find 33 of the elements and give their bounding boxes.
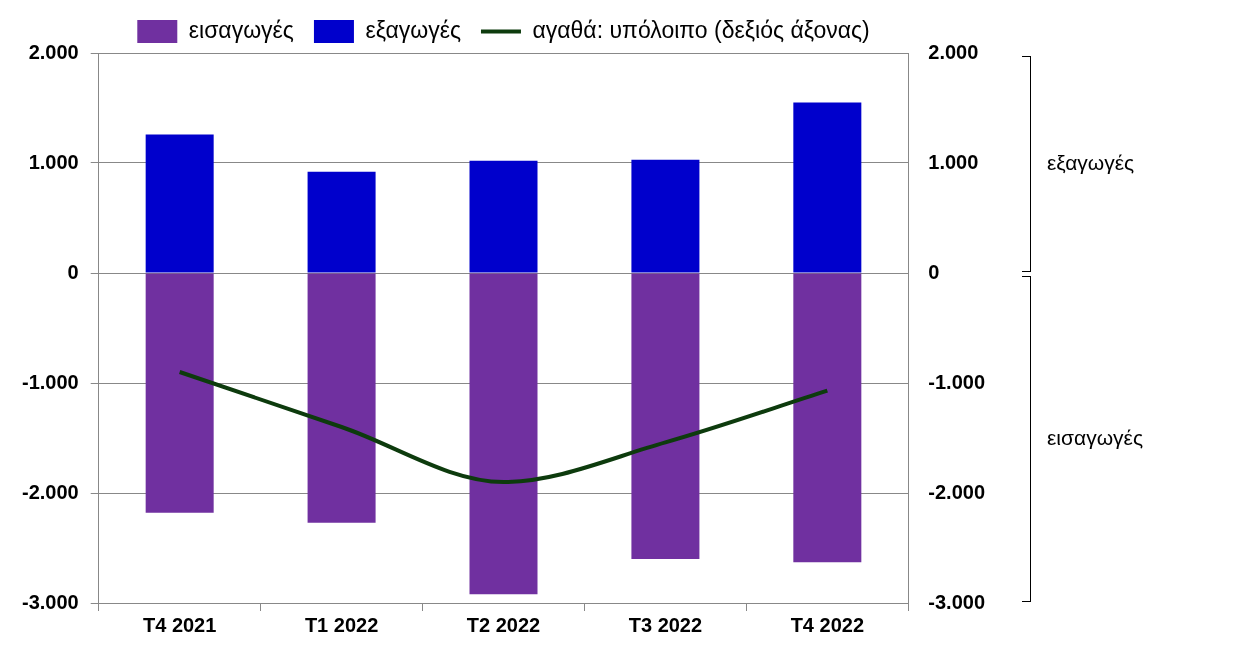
x-tick-label: T4 2022 bbox=[790, 613, 865, 636]
bar bbox=[145, 273, 214, 513]
y-tick-label: 0 bbox=[928, 260, 940, 283]
y-tick-label: 2.000 bbox=[928, 40, 979, 63]
x-tick-label: T3 2022 bbox=[628, 613, 703, 636]
x-tick-label: T4 2021 bbox=[142, 613, 217, 636]
y-tick-label: -2.000 bbox=[928, 480, 986, 503]
y2-tick-label: 2.000 bbox=[28, 40, 79, 63]
text: εξαγωγές bbox=[1047, 151, 1135, 175]
bar bbox=[631, 159, 700, 273]
bar bbox=[793, 102, 862, 273]
y-tick-label: 1.000 bbox=[928, 150, 979, 173]
y2-tick-label: -1.000 bbox=[21, 370, 79, 393]
bar bbox=[469, 160, 538, 273]
bar bbox=[145, 134, 214, 273]
x-tick-label: T1 2022 bbox=[304, 613, 379, 636]
legend-label: εισαγωγές bbox=[188, 16, 294, 43]
bar bbox=[307, 273, 376, 523]
y2-tick-label: -2.000 bbox=[21, 480, 79, 503]
legend-label: αγαθά: υπόλοιπο (δεξιός άξονας) bbox=[532, 16, 870, 43]
bar bbox=[793, 273, 862, 563]
legend-label: εξαγωγές bbox=[365, 16, 461, 43]
text: εισαγωγές bbox=[1047, 426, 1144, 450]
y2-tick-label: 0 bbox=[67, 260, 79, 283]
y-tick-label: -1.000 bbox=[928, 370, 986, 393]
y-tick-label: -3.000 bbox=[928, 590, 986, 613]
x-tick-label: T2 2022 bbox=[466, 613, 541, 636]
y2-tick-label: -3.000 bbox=[21, 590, 79, 613]
line-series bbox=[177, 370, 830, 484]
bar bbox=[307, 171, 376, 273]
bar bbox=[631, 273, 700, 559]
y2-tick-label: 1.000 bbox=[28, 150, 79, 173]
bar bbox=[469, 273, 538, 595]
